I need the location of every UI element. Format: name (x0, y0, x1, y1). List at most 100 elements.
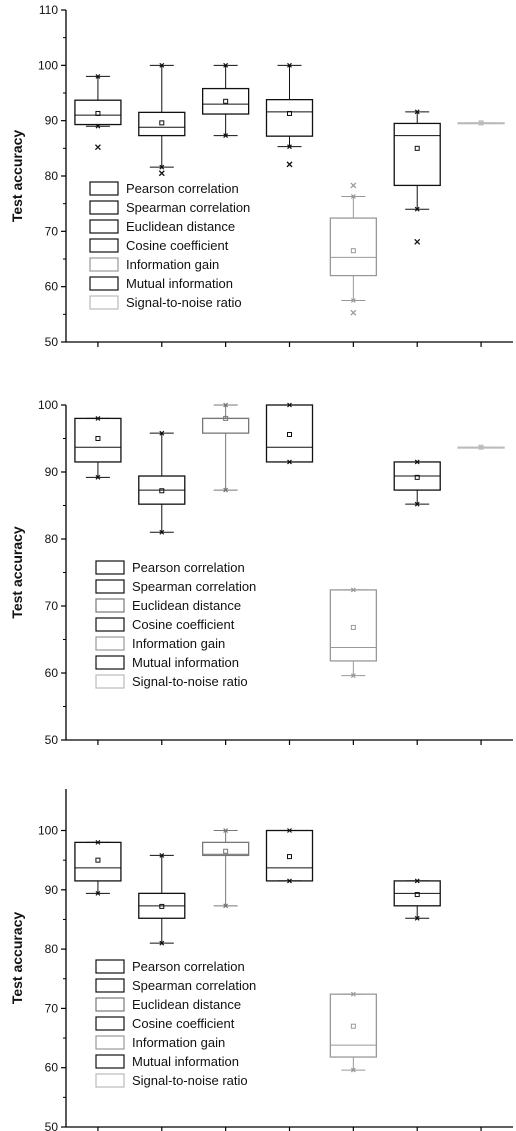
box-mean (95, 857, 101, 863)
box-extreme-marker (287, 828, 292, 833)
y-tick-label: 100 (38, 398, 58, 412)
box-mean (350, 1023, 356, 1029)
box-iqr (201, 841, 250, 857)
box-extreme-marker (478, 120, 484, 126)
box-iqr (201, 87, 250, 115)
box-outlier (350, 309, 357, 316)
legend-swatch (89, 219, 119, 234)
box-outlier (414, 238, 421, 245)
chart-panel-2: 50 60 70 80 90 100 Test accuracy Pearson correl… (9, 398, 513, 747)
box-extreme-marker (95, 890, 101, 896)
box-6 (393, 878, 441, 921)
legend-swatch (95, 1035, 125, 1050)
legend-swatch (95, 1054, 125, 1069)
box-extreme-marker (159, 430, 165, 436)
legend-swatch (89, 200, 119, 215)
box-extreme-marker (414, 109, 420, 115)
legend-swatch (89, 238, 119, 253)
y-tick-label: 90 (45, 465, 59, 479)
legend-swatch (95, 978, 125, 993)
y-tick-label: 100 (38, 824, 58, 838)
y-tick-label: 70 (45, 1001, 59, 1015)
chart-panel-3: 50 60 70 80 90 100 Test accuracy Pearson correl… (9, 789, 513, 1131)
legend-label: Information gain (126, 257, 219, 272)
box-extreme-marker (414, 501, 420, 507)
box-mean (478, 120, 484, 126)
box-outlier (94, 144, 101, 151)
box-5 (329, 991, 378, 1073)
box-extreme-marker (159, 529, 165, 535)
y-tick-label: 90 (45, 883, 59, 897)
legend-swatch (95, 579, 125, 594)
legend-label: Pearson correlation (132, 560, 245, 575)
legend: Pearson correlation Spearman correlation E… (95, 560, 256, 689)
y-tick-label: 90 (45, 114, 59, 128)
box-6 (393, 109, 441, 245)
box-mean (159, 903, 165, 909)
box-extreme-marker (159, 62, 165, 68)
box-extreme-marker (95, 415, 101, 421)
box-mean (414, 474, 420, 480)
box-outlier (350, 182, 357, 189)
box-mean (95, 436, 101, 441)
legend-label: Signal-to-noise ratio (132, 674, 248, 689)
legend-label: Spearman correlation (126, 200, 250, 215)
legend: Pearson correlation Spearman correlation E… (89, 181, 250, 310)
y-axis-title: Test accuracy (9, 526, 25, 619)
y-tick-label: 60 (45, 666, 59, 680)
box-2 (138, 852, 186, 946)
box-extreme-marker (350, 673, 356, 679)
box-extreme-marker (414, 206, 420, 212)
legend-label: Signal-to-noise ratio (126, 295, 242, 310)
box-4 (265, 402, 314, 465)
y-tick-label: 50 (45, 733, 59, 747)
y-tick-label: 50 (45, 335, 59, 349)
legend-label: Mutual information (132, 1054, 239, 1069)
legend-label: Information gain (132, 636, 225, 651)
box-extreme-marker (223, 62, 229, 68)
box-iqr (265, 829, 314, 882)
box-extreme-marker (223, 903, 229, 909)
box-iqr (329, 217, 378, 277)
y-tick-label: 80 (45, 942, 59, 956)
legend-swatch (95, 598, 125, 613)
box-extreme-marker (95, 839, 101, 845)
box-7 (457, 120, 505, 126)
legend-swatch (89, 181, 119, 196)
box-extreme-marker (414, 878, 420, 884)
box-5 (329, 587, 378, 679)
legend-label: Cosine coefficient (132, 1016, 235, 1031)
legend-swatch (95, 560, 125, 575)
box-1 (74, 73, 122, 151)
y-tick-label: 70 (45, 599, 59, 613)
y-tick-label: 50 (45, 1120, 59, 1131)
box-4 (265, 62, 314, 168)
y-tick-label: 100 (38, 58, 58, 72)
legend-label: Spearman correlation (132, 978, 256, 993)
box-mean (287, 431, 292, 437)
y-tick-label: 80 (45, 532, 59, 546)
legend-label: Spearman correlation (132, 579, 256, 594)
box-extreme-marker (223, 487, 229, 493)
box-extreme-marker (350, 587, 356, 593)
box-mean (159, 120, 165, 126)
box-extreme-marker (287, 62, 292, 68)
box-3 (201, 402, 250, 493)
box-mean (414, 892, 420, 898)
box-iqr (265, 404, 314, 463)
chart-panel-1: 50 60 70 80 90 100 110 Test accuracy Pearson cor… (9, 3, 513, 349)
legend-label: Signal-to-noise ratio (132, 1073, 248, 1088)
legend-label: Euclidean distance (132, 997, 241, 1012)
y-axis-title: Test accuracy (9, 130, 25, 223)
box-iqr (138, 111, 186, 137)
legend-label: Cosine coefficient (126, 238, 229, 253)
box-extreme-marker (350, 298, 356, 303)
box-extreme-marker (350, 1067, 356, 1073)
box-extreme-marker (287, 459, 292, 465)
legend-swatch (95, 1016, 125, 1031)
box-outlier (286, 161, 293, 168)
legend-swatch (95, 1073, 125, 1088)
box-mean (350, 248, 356, 254)
box-mean (159, 488, 165, 494)
